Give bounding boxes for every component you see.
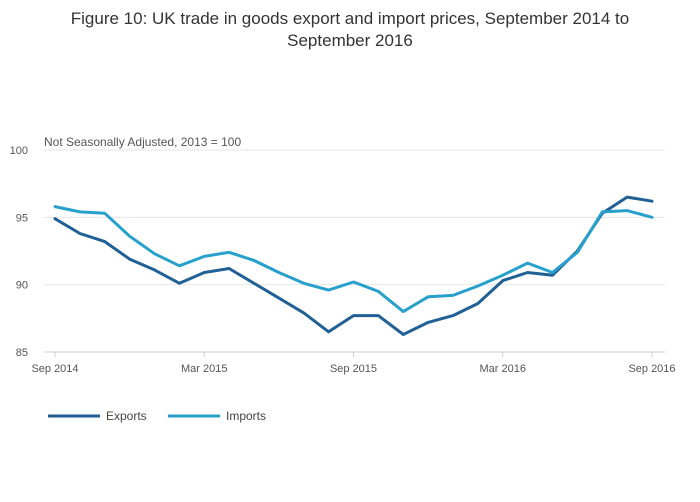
data-point-imports[interactable]: [623, 207, 631, 215]
data-point-imports[interactable]: [300, 279, 308, 287]
data-point-imports[interactable]: [598, 208, 606, 216]
data-point-exports[interactable]: [648, 197, 656, 205]
data-point-imports[interactable]: [549, 269, 557, 277]
chart-title-line-1: Figure 10: UK trade in goods export and …: [70, 9, 630, 28]
y-tick-label: 90: [16, 280, 28, 292]
data-point-exports[interactable]: [300, 309, 308, 317]
series-line-exports[interactable]: [53, 195, 654, 336]
x-axis: Sep 2014 Mar 2015 Sep 2015 Mar 2016 Sep 2016: [31, 352, 676, 375]
data-point-exports[interactable]: [275, 294, 283, 302]
data-point-exports[interactable]: [76, 229, 84, 237]
data-point-imports[interactable]: [175, 262, 183, 270]
x-tick-label: Sep 2015: [330, 363, 377, 375]
data-point-imports[interactable]: [474, 282, 482, 290]
data-point-exports[interactable]: [175, 279, 183, 287]
data-point-imports[interactable]: [499, 271, 507, 279]
chart-subtitle: Not Seasonally Adjusted, 2013 = 100: [44, 135, 242, 149]
data-point-imports[interactable]: [76, 208, 84, 216]
data-point-exports[interactable]: [126, 255, 134, 263]
data-point-exports[interactable]: [524, 269, 532, 277]
data-point-exports[interactable]: [623, 193, 631, 201]
data-point-imports[interactable]: [51, 203, 59, 211]
data-point-imports[interactable]: [350, 278, 358, 286]
series-lines: [51, 193, 656, 338]
legend-label: Exports: [106, 409, 147, 423]
data-point-exports[interactable]: [151, 266, 159, 274]
data-point-imports[interactable]: [648, 213, 656, 221]
data-point-imports[interactable]: [524, 259, 532, 267]
x-tick-label: Mar 2015: [181, 363, 227, 375]
legend[interactable]: Exports Imports: [48, 409, 266, 423]
x-tick-label: Sep 2014: [31, 363, 78, 375]
data-point-exports[interactable]: [200, 269, 208, 277]
legend-item-exports[interactable]: Exports: [48, 409, 147, 423]
y-tick-label: 95: [16, 212, 28, 224]
data-point-exports[interactable]: [225, 265, 233, 273]
x-tick-label: Mar 2016: [480, 363, 526, 375]
data-point-imports[interactable]: [151, 250, 159, 258]
data-point-imports[interactable]: [449, 291, 457, 299]
data-point-exports[interactable]: [374, 312, 382, 320]
data-point-exports[interactable]: [474, 300, 482, 308]
chart-title: Figure 10: UK trade in goods export and …: [0, 8, 700, 52]
data-point-exports[interactable]: [101, 238, 109, 246]
x-tick-label: Sep 2016: [628, 363, 675, 375]
data-point-exports[interactable]: [424, 318, 432, 326]
data-point-exports[interactable]: [399, 330, 407, 338]
data-point-imports[interactable]: [399, 308, 407, 316]
chart-title-line-2: September 2016: [287, 31, 413, 50]
data-point-imports[interactable]: [325, 286, 333, 294]
data-point-imports[interactable]: [101, 209, 109, 217]
data-point-exports[interactable]: [325, 328, 333, 336]
data-point-imports[interactable]: [374, 287, 382, 295]
data-point-imports[interactable]: [126, 232, 134, 240]
series-line-imports[interactable]: [53, 205, 654, 314]
data-point-imports[interactable]: [250, 256, 258, 264]
data-point-imports[interactable]: [424, 293, 432, 301]
data-point-exports[interactable]: [51, 215, 59, 223]
y-tick-label: 100: [10, 145, 28, 157]
data-point-exports[interactable]: [250, 279, 258, 287]
y-axis: 85 90 95 100: [10, 145, 28, 359]
data-point-imports[interactable]: [275, 269, 283, 277]
data-point-imports[interactable]: [225, 248, 233, 256]
data-point-exports[interactable]: [350, 312, 358, 320]
data-point-exports[interactable]: [449, 312, 457, 320]
gridlines: [44, 149, 665, 353]
legend-item-imports[interactable]: Imports: [168, 409, 266, 423]
data-point-imports[interactable]: [573, 248, 581, 256]
data-point-imports[interactable]: [200, 252, 208, 260]
legend-label: Imports: [226, 409, 266, 423]
y-tick-label: 85: [16, 347, 28, 359]
